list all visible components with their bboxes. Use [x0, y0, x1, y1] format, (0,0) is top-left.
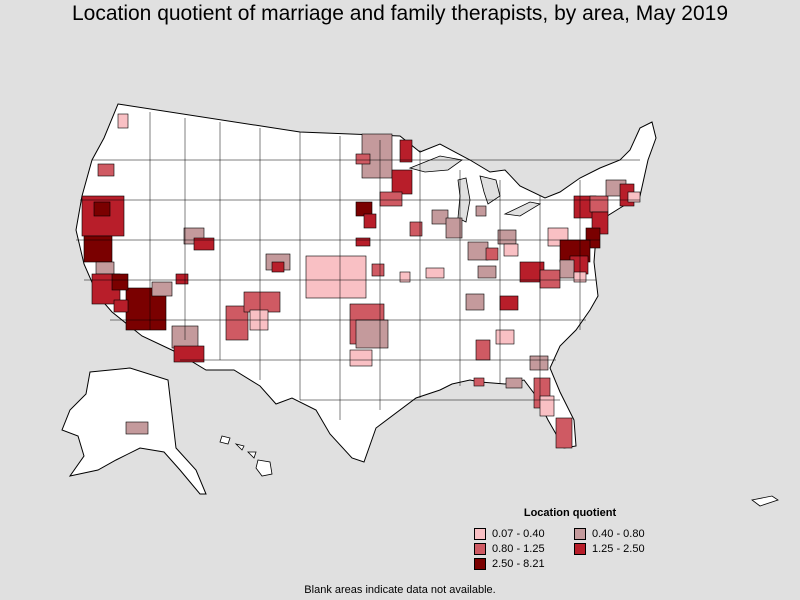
- legend-swatch-1: [574, 527, 586, 540]
- legend-swatch-3: [574, 542, 586, 555]
- legend-label-3: 1.25 - 2.50: [592, 542, 645, 555]
- map-title: Location quotient of marriage and family…: [71, 2, 729, 25]
- alaska-region: [125, 421, 149, 435]
- footnote: Blank areas indicate data not available.: [304, 584, 496, 596]
- map-legend: Location quotient 0.07 - 0.40 0.40 - 0.8…: [470, 507, 670, 570]
- legend-label-1: 0.40 - 0.80: [592, 527, 645, 540]
- hawaii: [219, 435, 273, 477]
- map-regions: [81, 113, 641, 449]
- legend-label-2: 0.80 - 1.25: [492, 542, 545, 555]
- legend-label-0: 0.07 - 0.40: [492, 527, 545, 540]
- legend-swatch-4: [474, 557, 486, 570]
- legend-swatch-2: [474, 542, 486, 555]
- legend-item-0: 0.07 - 0.40: [470, 527, 570, 540]
- legend-item-4: 2.50 - 8.21: [470, 557, 570, 570]
- legend-label-4: 2.50 - 8.21: [492, 557, 545, 570]
- area-borders: [76, 112, 640, 420]
- legend-item-1: 0.40 - 0.80: [570, 527, 670, 540]
- legend-title: Location quotient: [523, 507, 617, 519]
- puerto-rico: [751, 495, 779, 507]
- legend-swatch-0: [474, 527, 486, 540]
- legend-item-2: 0.80 - 1.25: [470, 542, 570, 555]
- legend-item-3: 1.25 - 2.50: [570, 542, 670, 555]
